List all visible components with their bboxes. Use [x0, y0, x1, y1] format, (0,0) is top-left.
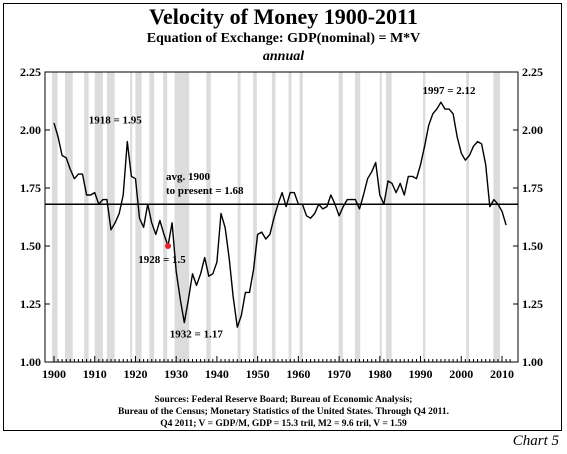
x-tick-label: 2000 — [449, 367, 473, 381]
axes: 1.00 1.00 1.25 1.25 1.50 1.50 1.75 1.75 2.00 2.00… — [20, 65, 543, 381]
recession-band — [299, 72, 303, 362]
average-line-group: avg. 1900 to present = 1.68 — [45, 171, 518, 205]
x-tick-label: 1940 — [205, 367, 229, 381]
highlight-point-1928 — [165, 243, 172, 249]
recession-band — [130, 72, 133, 362]
recession-band — [174, 72, 190, 362]
x-tick-label: 2010 — [490, 367, 514, 381]
recession-band — [94, 72, 103, 362]
chart-frame — [3, 3, 562, 431]
velocity-series-line — [53, 101, 507, 328]
y-tick-label-right: 1.00 — [522, 355, 543, 369]
recession-band — [206, 72, 211, 362]
recession-band — [288, 72, 292, 362]
average-label-line1: avg. 1900 — [166, 171, 211, 183]
recession-band — [64, 72, 73, 362]
series-group — [53, 101, 507, 328]
chart-subtitle: Equation of Exchange: GDP(nominal) = M*V — [146, 31, 421, 46]
y-tick-label-right: 1.75 — [522, 181, 543, 195]
plot-border — [44, 71, 519, 363]
recession-band — [106, 72, 115, 362]
chart-frequency: annual — [262, 49, 305, 64]
recession-band — [338, 72, 343, 362]
recession-band — [466, 72, 470, 362]
recession-band — [51, 72, 58, 362]
recession-band — [354, 72, 361, 362]
sources-line-1: Sources: Federal Reserve Board; Bureau o… — [154, 395, 413, 405]
recession-band — [135, 72, 142, 362]
y-tick-label-right: 2.00 — [522, 123, 543, 137]
y-tick-label-left: 2.00 — [20, 123, 41, 137]
chart-title: Velocity of Money 1900-2011 — [149, 4, 418, 29]
x-tick-label: 1900 — [42, 367, 66, 381]
y-tick-label-right: 1.25 — [522, 297, 543, 311]
recession-band — [493, 72, 500, 362]
x-tick-label: 1980 — [368, 367, 392, 381]
annotation-label: 1997 = 2.12 — [423, 85, 477, 97]
average-label-line2: to present = 1.68 — [166, 185, 244, 197]
x-tick-label: 1920 — [123, 367, 147, 381]
x-tick-label: 1910 — [83, 367, 107, 381]
chart-number-label: Chart 5 — [512, 433, 559, 449]
y-tick-label-left: 1.75 — [20, 181, 41, 195]
recession-band — [379, 72, 382, 362]
recession-band — [149, 72, 155, 362]
x-tick-label: 1960 — [286, 367, 310, 381]
y-tick-label-left: 2.25 — [20, 65, 41, 79]
annotation-label: 1918 = 1.95 — [89, 115, 143, 127]
recession-band — [422, 72, 426, 362]
recession-band — [253, 72, 257, 362]
annotation-label: 1932 = 1.17 — [170, 329, 224, 341]
sources-line-2: Bureau of the Census; Monetary Statistic… — [118, 407, 449, 417]
x-tick-label: 1950 — [246, 367, 270, 381]
recession-band — [237, 72, 241, 362]
recession-band — [385, 72, 392, 362]
recession-band — [84, 72, 89, 362]
x-tick-label: 1930 — [164, 367, 188, 381]
y-tick-label-right: 2.25 — [522, 65, 543, 79]
y-tick-label-left: 1.00 — [20, 355, 41, 369]
y-tick-label-right: 1.50 — [522, 239, 543, 253]
x-tick-label: 1970 — [327, 367, 351, 381]
recession-band — [163, 72, 168, 362]
sources-line-3: Q4 2011; V = GDP/M, GDP = 15.3 tril, M2 … — [160, 419, 407, 429]
annotations: 1918 = 1.95 1928 = 1.5 1932 = 1.17 1997 = 2… — [89, 85, 476, 340]
y-tick-label-left: 1.50 — [20, 239, 41, 253]
x-tick-label: 1990 — [409, 367, 433, 381]
annotation-label: 1928 = 1.5 — [138, 254, 186, 266]
y-tick-label-left: 1.25 — [20, 297, 41, 311]
